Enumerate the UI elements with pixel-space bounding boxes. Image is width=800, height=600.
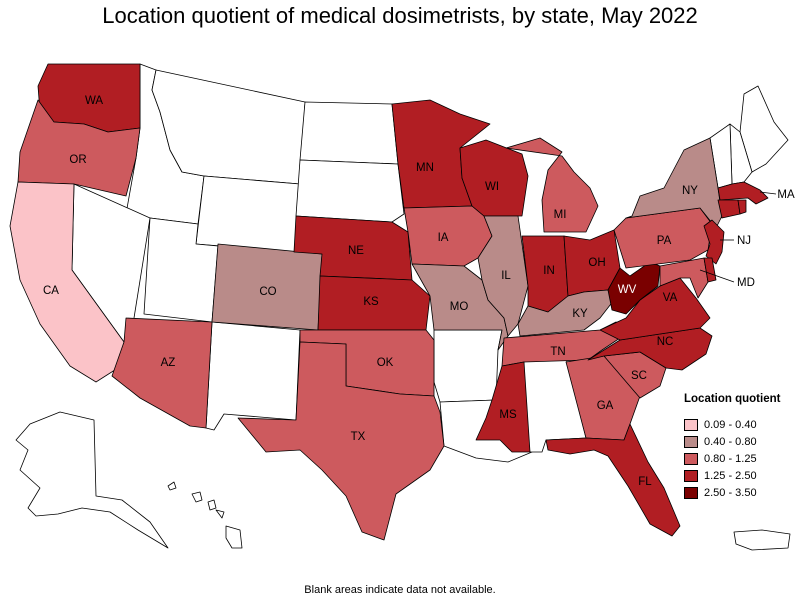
state-label-OH: OH <box>588 257 605 269</box>
map-legend: Location quotient 0.09 - 0.40 0.40 - 0.8… <box>684 393 796 501</box>
state-TX <box>237 341 445 541</box>
state-CA <box>9 181 125 383</box>
state-label-NY: NY <box>682 185 698 197</box>
state-label-NC: NC <box>657 336 674 348</box>
state-MI <box>505 137 599 233</box>
state-CT <box>717 199 741 219</box>
state-AR <box>433 329 503 403</box>
state-HI <box>167 481 243 549</box>
state-label-NJ: NJ <box>737 235 751 247</box>
legend-item: 0.80 - 1.25 <box>684 450 796 467</box>
state-label-MS: MS <box>499 409 517 421</box>
state-WV <box>607 261 661 315</box>
state-ND <box>299 101 399 165</box>
state-NJ <box>703 219 725 265</box>
state-AZ <box>111 317 213 429</box>
state-RI <box>737 199 747 215</box>
map-title: Location quotient of medical dosimetrist… <box>102 3 698 28</box>
legend-label: 1.25 - 2.50 <box>704 469 757 482</box>
state-label-TX: TX <box>351 431 366 443</box>
state-SD <box>295 159 405 223</box>
state-MA <box>717 181 769 205</box>
legend-item: 1.25 - 2.50 <box>684 467 796 484</box>
state-label-NE: NE <box>348 245 364 257</box>
state-label-GA: GA <box>597 400 614 412</box>
state-label-WV: WV <box>618 284 637 296</box>
state-MS <box>475 361 531 453</box>
state-label-VA: VA <box>663 292 678 304</box>
state-label-IN: IN <box>543 265 555 277</box>
state-label-PA: PA <box>657 235 672 247</box>
state-label-WI: WI <box>485 181 499 193</box>
state-label-FL: FL <box>638 476 652 488</box>
legend-swatch <box>684 435 698 448</box>
state-label-CA: CA <box>43 285 59 297</box>
legend-title: Location quotient <box>684 393 781 405</box>
legend-swatch <box>684 452 698 465</box>
state-label-WA: WA <box>85 95 103 107</box>
state-FL <box>545 423 681 537</box>
state-label-MN: MN <box>416 162 434 174</box>
state-NM <box>205 321 301 431</box>
state-label-OR: OR <box>69 154 86 166</box>
state-PR <box>733 529 791 551</box>
state-OR <box>17 99 141 197</box>
state-WY <box>195 175 301 253</box>
leader-line-MD <box>699 269 735 283</box>
legend-swatch <box>684 469 698 482</box>
state-WI <box>459 139 529 217</box>
state-label-AZ: AZ <box>161 357 176 369</box>
legend-swatch <box>684 418 698 431</box>
state-label-MA: MA <box>777 189 795 201</box>
state-label-OK: OK <box>377 357 394 369</box>
legend-swatch <box>684 486 698 499</box>
legend-item: 0.09 - 0.40 <box>684 416 796 433</box>
state-label-MD: MD <box>737 277 755 289</box>
state-IL <box>477 215 529 337</box>
state-VA <box>599 277 711 341</box>
legend-label: 0.09 - 0.40 <box>704 418 757 431</box>
leader-line-MA <box>759 191 777 195</box>
state-label-IA: IA <box>438 232 449 244</box>
footnote: Blank areas indicate data not available. <box>304 584 496 596</box>
state-AK <box>15 411 169 549</box>
legend-item: 0.40 - 0.80 <box>684 433 796 450</box>
legend-item: 2.50 - 3.50 <box>684 484 796 501</box>
state-KS <box>317 275 431 331</box>
legend-label: 0.80 - 1.25 <box>704 452 757 465</box>
legend-label: 2.50 - 3.50 <box>704 486 757 499</box>
state-label-SC: SC <box>631 370 647 382</box>
state-label-KY: KY <box>572 308 588 320</box>
state-label-TN: TN <box>550 346 565 358</box>
state-DE <box>703 257 717 283</box>
state-label-KS: KS <box>363 296 379 308</box>
state-label-MO: MO <box>450 301 469 313</box>
state-label-CO: CO <box>259 286 276 298</box>
state-label-MI: MI <box>554 209 567 221</box>
state-label-IL: IL <box>501 270 511 282</box>
legend-label: 0.40 - 0.80 <box>704 435 757 448</box>
